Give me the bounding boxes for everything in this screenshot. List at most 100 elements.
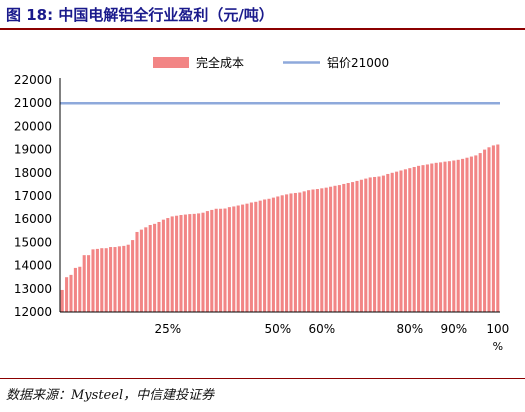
y-tick-label: 13000 [14,282,52,296]
bar [320,188,324,312]
bar [395,171,399,312]
bar [496,144,500,312]
bar [386,173,390,312]
bar [201,212,205,312]
bar [491,145,495,312]
bar [434,162,438,312]
bar [113,247,117,312]
bar [456,159,460,312]
legend-label-full-cost: 完全成本 [196,55,244,70]
y-tick-label: 12000 [14,305,52,319]
bar [483,149,487,312]
bar [276,196,280,312]
bar [298,192,302,312]
y-tick-label: 17000 [14,189,52,203]
x-tick-label: 100 [486,322,509,336]
bar [311,189,315,312]
bar [403,169,407,312]
bar [245,203,249,312]
bar [452,160,456,312]
bar [342,183,346,312]
bar [337,185,341,312]
bar [443,161,447,312]
bar [82,255,86,312]
x-tick-label: 90% [440,322,467,336]
bar [69,274,73,312]
bar [359,179,363,312]
bar [307,190,311,312]
bar [249,202,253,312]
bar [315,189,319,312]
bar [469,156,473,312]
bar [131,240,135,312]
axes: 25% 50% 60% 80% 90% 100% [59,78,509,353]
bar [219,208,223,312]
bar [91,249,95,312]
bar [109,247,113,312]
bar [351,182,355,312]
bar [148,225,152,312]
y-tick-label: 21000 [14,96,52,110]
bar [474,155,478,312]
bar [289,193,293,312]
x-tick-label: 80% [396,322,423,336]
bar [100,248,104,312]
bar [95,248,99,312]
bar [430,163,434,312]
bar [236,205,240,312]
bar [333,185,337,312]
source-note: 数据来源：Mysteel，中信建投证券 [6,388,215,403]
bar [285,194,289,312]
y-tick-label: 22000 [14,73,52,87]
bar [157,221,161,312]
bar [302,191,306,312]
bar-series-full-cost [60,144,500,312]
bar [78,266,82,312]
bar [324,187,328,312]
bar [271,197,275,312]
bar [183,214,187,312]
bar [368,177,372,312]
bar [104,248,108,312]
bar [487,147,491,312]
bar [447,161,451,312]
bar [139,229,143,312]
bar [364,178,368,312]
bar [135,231,139,312]
bar [117,246,121,312]
bar [232,206,236,312]
bar [258,200,262,312]
bar [227,207,231,312]
legend-swatch-full-cost [153,57,189,68]
bar [439,162,443,312]
bar [346,183,350,312]
x-tick-label: 60% [308,322,335,336]
bar [461,158,465,312]
bar [153,223,157,312]
legend: 完全成本 铝价21000 [153,55,389,70]
bar [390,172,394,312]
bar [254,201,258,312]
bar [293,192,297,312]
chart-title: 图 18: 中国电解铝全行业盈利（元/吨） [6,6,274,24]
bar [421,165,425,312]
bar [399,170,403,312]
bar [267,198,271,312]
y-tick-label: 18000 [14,166,52,180]
bar [73,267,77,312]
bar [465,157,469,312]
bar [425,164,429,312]
x-tick-label: 25% [154,322,181,336]
y-axis-ticks: 12000 13000 14000 15000 16000 17000 18000 19000… [14,73,52,319]
title-rule [0,28,525,30]
y-tick-label: 16000 [14,212,52,226]
bar [478,153,482,312]
bar [205,211,209,312]
bar [166,218,170,312]
bar [412,167,416,312]
bar [126,244,130,312]
legend-label-aluminium-price: 铝价21000 [327,55,389,70]
bar [381,175,385,312]
bar [214,208,218,312]
